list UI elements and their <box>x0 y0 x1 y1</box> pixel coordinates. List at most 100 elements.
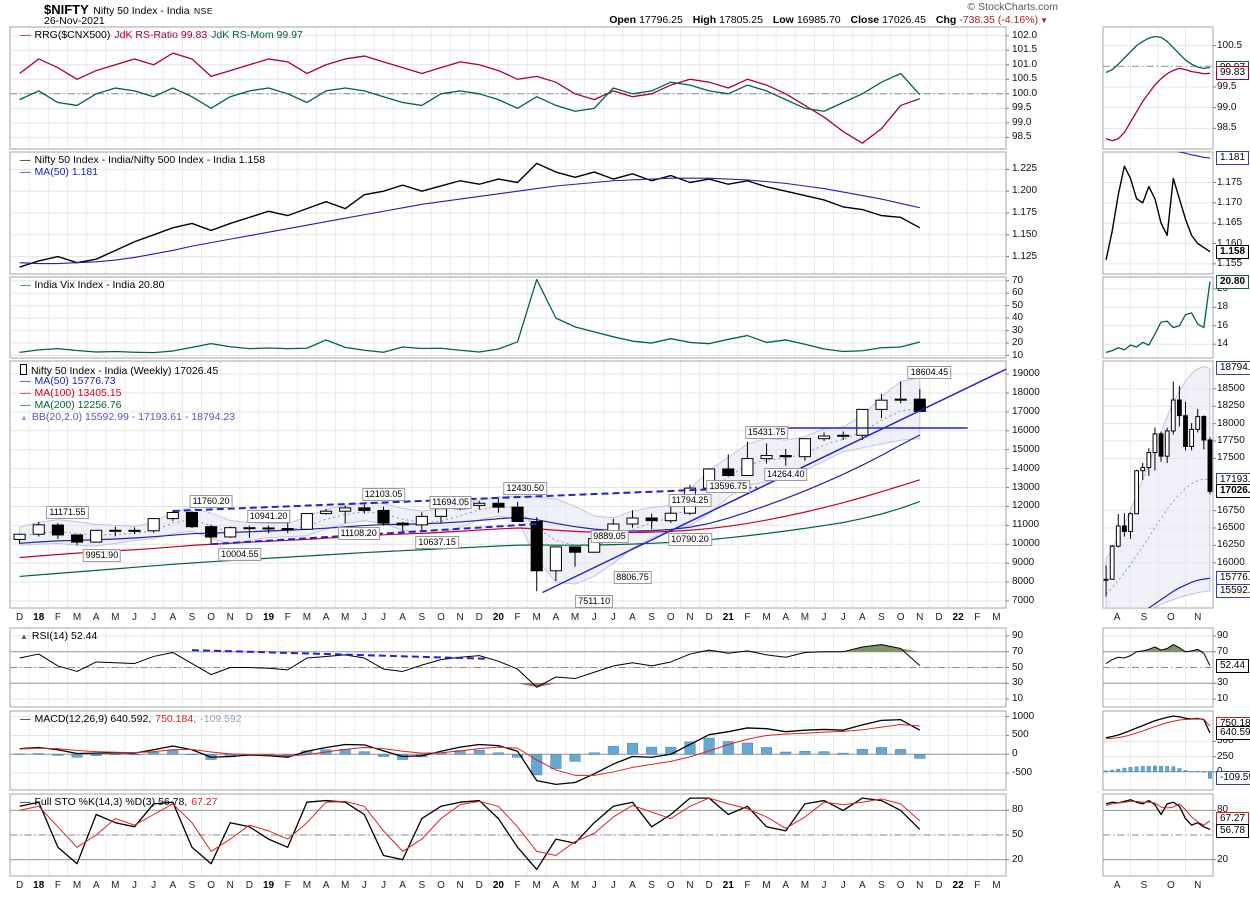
chart-date: 26-Nov-2021 <box>44 15 105 27</box>
panel-series <box>1105 644 1211 666</box>
moving-average-line <box>19 479 920 559</box>
candle-body <box>70 534 84 543</box>
macd-histogram-bar <box>358 751 370 755</box>
series-line <box>19 72 921 112</box>
open-value: 17796.25 <box>639 14 683 26</box>
candle-body <box>1152 433 1158 453</box>
candle-body <box>1207 439 1213 492</box>
panel-border <box>9 793 1007 877</box>
series-line <box>1105 281 1211 354</box>
candle-body <box>13 533 26 540</box>
panel-grid <box>1102 710 1216 791</box>
candle-body <box>856 408 869 436</box>
candle-body <box>1170 399 1176 432</box>
candle-body <box>1121 525 1127 532</box>
series-line <box>1105 35 1211 74</box>
macd-histogram-bar <box>1177 768 1182 773</box>
ohlc-summary: Open 17796.25 High 17805.25 Low 16985.70 Cl… <box>602 14 1048 26</box>
series-line <box>19 644 921 688</box>
macd-histogram-bar <box>1165 766 1170 773</box>
moving-average-line <box>19 434 921 544</box>
bollinger-mid-line <box>19 407 920 547</box>
candle-body <box>703 468 716 489</box>
series-line <box>1105 67 1210 142</box>
panel-border <box>9 26 1007 150</box>
candle-body <box>358 507 371 511</box>
macd-histogram-bar <box>1128 767 1133 773</box>
macd-histogram-bar <box>875 747 888 755</box>
candle-body <box>1183 415 1188 447</box>
macd-histogram-bar <box>799 751 811 755</box>
macd-histogram-bar <box>569 754 581 762</box>
candle-body <box>319 510 333 515</box>
panel-grid <box>1102 151 1216 275</box>
macd-histogram-bar <box>1208 771 1212 779</box>
candle-body <box>1115 525 1121 547</box>
macd-histogram-bar <box>52 754 64 756</box>
panel-border <box>9 276 1007 359</box>
macd-histogram-bar <box>837 752 849 755</box>
series-line <box>19 52 921 144</box>
candle-body <box>530 521 543 572</box>
macd-histogram-bar <box>895 749 907 755</box>
panel-series <box>19 278 920 354</box>
series-line <box>1105 165 1211 260</box>
chart-header: $NIFTY Nifty 50 Index - India NSE <box>44 1 213 19</box>
macd-histogram-bar <box>167 750 179 755</box>
panel-grid <box>9 276 1009 359</box>
macd-histogram-bar <box>914 754 926 759</box>
macd-histogram-bar <box>626 743 639 755</box>
candle-body <box>262 527 275 530</box>
macd-histogram-bar <box>665 746 677 755</box>
symbol: $NIFTY <box>44 2 89 17</box>
macd-histogram-bar <box>1195 770 1200 773</box>
close-value: 17026.45 <box>882 14 926 26</box>
trend-line <box>191 649 489 660</box>
macd-histogram-bar <box>128 754 141 756</box>
macd-histogram-bar <box>148 752 160 755</box>
candle-body <box>894 398 907 401</box>
panel-series <box>1105 799 1211 831</box>
candle-body <box>645 517 658 522</box>
macd-histogram-bar <box>703 737 715 755</box>
candle-body <box>128 529 141 532</box>
panel-border <box>1102 151 1214 275</box>
series-line <box>19 719 921 786</box>
bollinger-mid-line <box>1105 478 1210 595</box>
panel-series <box>14 719 926 786</box>
chg-label: Chg <box>935 14 957 26</box>
candle-body <box>1134 470 1140 515</box>
chg-value: -738.35 (-4.16%) <box>959 14 1039 26</box>
panel-series <box>1105 35 1211 142</box>
symbol-name: Nifty 50 Index - India <box>93 5 190 17</box>
series-line <box>1105 800 1211 826</box>
panel-series <box>19 644 921 688</box>
macd-histogram-bar <box>1153 765 1157 773</box>
panel-border <box>1102 710 1214 791</box>
panel-series <box>1104 715 1212 779</box>
panel-grid <box>9 360 1009 609</box>
panel-series <box>1103 366 1213 608</box>
candle-body <box>281 528 294 531</box>
candle-body <box>32 524 45 535</box>
candle-body <box>741 458 754 477</box>
candle-body <box>90 529 103 543</box>
macd-histogram-bar <box>90 754 102 757</box>
macd-histogram-bar <box>818 751 830 755</box>
macd-histogram-bar <box>33 753 45 755</box>
panel-border <box>9 151 1007 275</box>
macd-histogram-bar <box>1110 769 1115 773</box>
series-line <box>19 724 920 776</box>
macd-histogram-bar <box>780 751 792 755</box>
high-label: High <box>692 14 717 26</box>
candle-body <box>1128 513 1133 532</box>
candle-body <box>511 506 524 523</box>
candle-body <box>722 468 735 477</box>
series-line <box>19 797 921 856</box>
panel-grid <box>1102 627 1216 708</box>
candle-body <box>1195 415 1201 430</box>
candle-body <box>1176 399 1182 417</box>
series-line <box>19 177 920 265</box>
